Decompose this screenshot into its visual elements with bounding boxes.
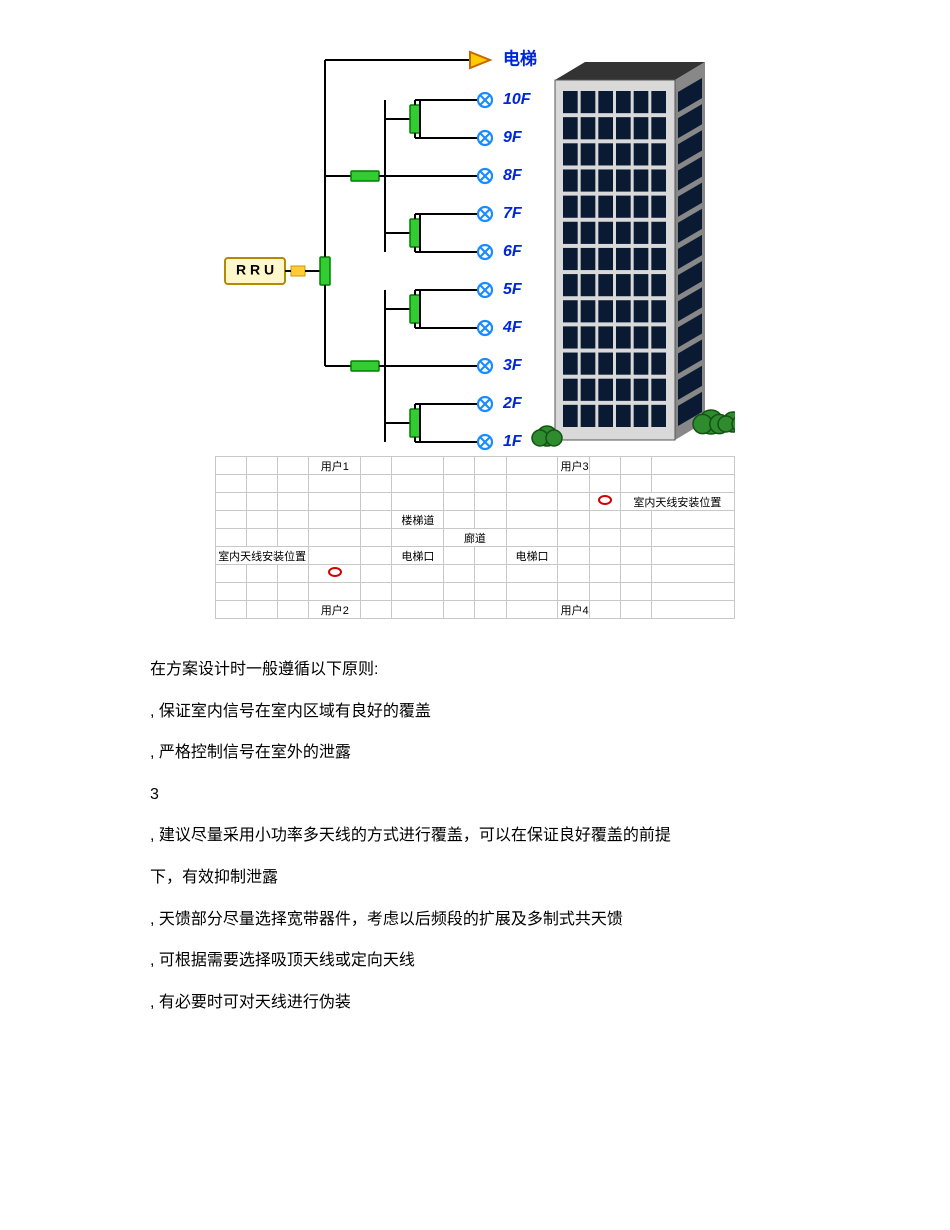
p4: , 建议尽量采用小功率多天线的方式进行覆盖，可以在保证良好覆盖的前提 [150, 815, 800, 857]
svg-text:10F: 10F [503, 91, 532, 108]
fp-user4: 用户4 [558, 601, 589, 619]
p6: , 天馈部分尽量选择宽带器件，考虑以后频段的扩展及多制式共天馈 [150, 899, 800, 941]
antenna-marker-icon [328, 567, 342, 577]
fp-elev1: 电梯口 [392, 547, 444, 565]
antenna-marker-icon [598, 495, 612, 505]
svg-text:6F: 6F [503, 243, 523, 260]
fp-elev2: 电梯口 [506, 547, 558, 565]
rru-distribution-diagram: R R U 电梯 10F 9F 8F 7F 6F 5F 4F 3F 2F 1F [215, 40, 735, 450]
p5: 下，有效抑制泄露 [150, 857, 800, 899]
svg-text:5F: 5F [503, 281, 523, 298]
svg-text:9F: 9F [503, 129, 523, 146]
fp-antenna-pos-l: 室内天线安装位置 [216, 547, 309, 565]
fp-user1: 用户1 [309, 457, 361, 475]
svg-text:R R U: R R U [236, 262, 274, 278]
heading: 在方案设计时一般遵循以下原则: [150, 649, 800, 691]
fp-user3: 用户3 [558, 457, 589, 475]
p8: , 有必要时可对天线进行伪装 [150, 982, 800, 1024]
svg-text:8F: 8F [503, 167, 523, 184]
p1: , 保证室内信号在室内区域有良好的覆盖 [150, 691, 800, 733]
svg-text:3F: 3F [503, 357, 523, 374]
p3: 3 [150, 774, 800, 816]
svg-text:1F: 1F [503, 433, 523, 450]
svg-text:7F: 7F [503, 205, 523, 222]
fp-user2: 用户2 [309, 601, 361, 619]
svg-text:2F: 2F [502, 395, 523, 412]
svg-text:电梯: 电梯 [503, 48, 537, 68]
floorplan-table: 用户1 用户3 室内天线安装位置 楼梯道 廊道 室内天线安装位置 电梯口 [215, 456, 735, 619]
fp-antenna-pos-r: 室内天线安装位置 [620, 493, 734, 511]
body-text: 在方案设计时一般遵循以下原则: , 保证室内信号在室内区域有良好的覆盖 , 严格… [150, 649, 800, 1023]
fp-corridor: 廊道 [444, 529, 506, 547]
fp-stairwell: 楼梯道 [392, 511, 444, 529]
svg-text:4F: 4F [502, 319, 523, 336]
p7: , 可根据需要选择吸顶天线或定向天线 [150, 940, 800, 982]
p2: , 严格控制信号在室外的泄露 [150, 732, 800, 774]
